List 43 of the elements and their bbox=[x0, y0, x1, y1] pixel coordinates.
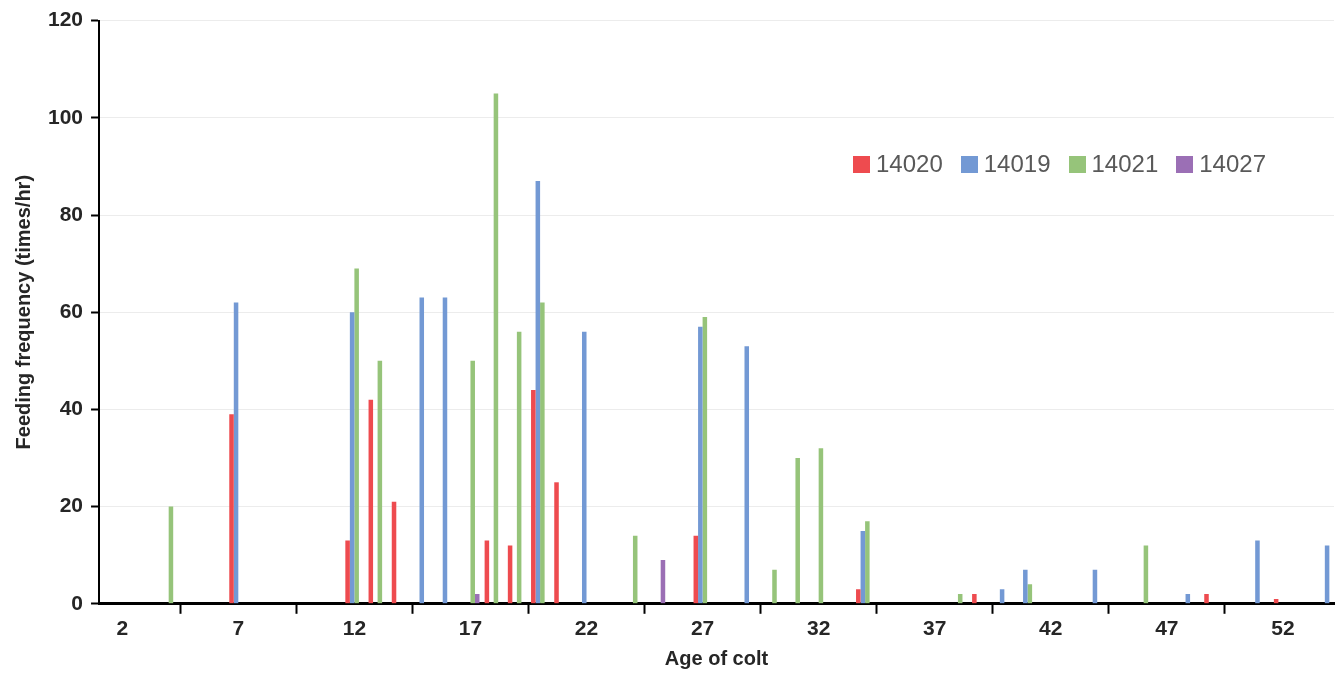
y-tick-label: 0 bbox=[71, 590, 84, 614]
bar bbox=[354, 268, 359, 604]
y-tick-label: 20 bbox=[59, 493, 84, 517]
y-tick-label: 60 bbox=[59, 299, 84, 322]
x-tick-label: 22 bbox=[574, 616, 599, 640]
bar bbox=[865, 521, 870, 604]
bar bbox=[1023, 569, 1028, 604]
x-tick-label: 52 bbox=[1271, 616, 1295, 640]
bar bbox=[744, 346, 750, 604]
bar bbox=[856, 589, 861, 604]
bar bbox=[540, 302, 545, 604]
x-tick-label: 42 bbox=[1039, 616, 1063, 640]
bar bbox=[698, 326, 703, 604]
x-axis-title: Age of colt bbox=[664, 646, 769, 669]
legend-label: 14021 bbox=[1091, 150, 1159, 178]
bar bbox=[345, 540, 350, 604]
x-tick-label: 7 bbox=[232, 616, 245, 640]
legend-label: 14020 bbox=[876, 150, 943, 178]
bar bbox=[229, 414, 234, 604]
bar bbox=[795, 458, 800, 604]
bar bbox=[470, 360, 475, 604]
bar bbox=[554, 482, 559, 604]
bar bbox=[582, 331, 587, 604]
bar bbox=[1255, 540, 1260, 604]
y-tick-label: 40 bbox=[59, 396, 84, 420]
x-tick-label: 32 bbox=[806, 616, 831, 640]
x-tick-label: 27 bbox=[690, 616, 715, 640]
bar bbox=[1204, 594, 1209, 604]
bar bbox=[772, 569, 777, 604]
x-tick-label: 37 bbox=[923, 616, 947, 640]
legend-label: 14019 bbox=[983, 150, 1051, 178]
bar bbox=[972, 594, 977, 604]
y-tick-label: 80 bbox=[59, 201, 84, 225]
x-tick-label: 47 bbox=[1155, 616, 1179, 640]
bar bbox=[531, 389, 536, 604]
y-tick-label: 100 bbox=[47, 104, 84, 128]
x-tick-label: 2 bbox=[116, 616, 129, 640]
y-tick-label: 120 bbox=[47, 7, 84, 31]
x-tick-label: 17 bbox=[458, 616, 483, 640]
y-axis-title: Feeding frequency (times/hr) bbox=[11, 174, 34, 450]
x-tick-label: 12 bbox=[342, 616, 367, 640]
legend-label: 14027 bbox=[1199, 150, 1266, 178]
bar bbox=[474, 594, 480, 604]
